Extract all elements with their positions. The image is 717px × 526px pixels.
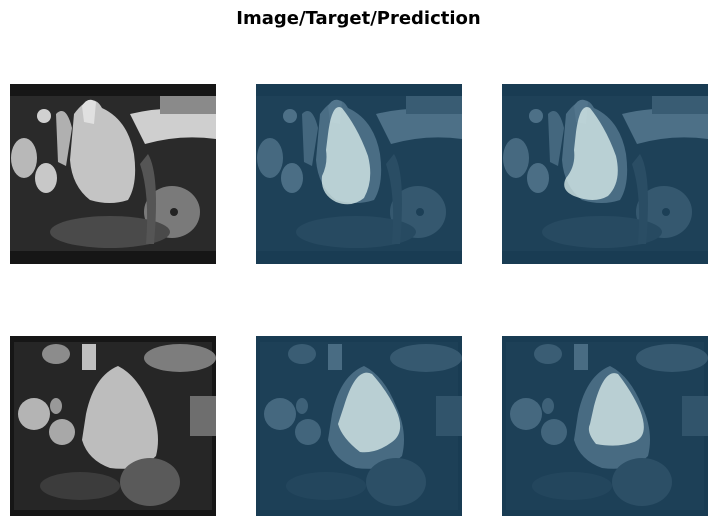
figure-title: Image/Target/Prediction <box>236 8 481 29</box>
target-mask <box>321 107 371 205</box>
prediction-mask <box>588 373 644 446</box>
target-scan <box>256 84 462 264</box>
panel-row1-target <box>256 84 462 264</box>
target-mask <box>338 372 401 453</box>
prediction-scan <box>502 336 708 516</box>
panel-row2-image <box>10 336 216 516</box>
panel-row2-target <box>256 336 462 516</box>
prediction-mask <box>564 107 618 200</box>
target-scan <box>256 336 462 516</box>
image-scan <box>10 84 216 264</box>
panel-row1-prediction <box>502 84 708 264</box>
prediction-scan <box>502 84 708 264</box>
image-scan <box>10 336 216 516</box>
panel-row1-image <box>10 84 216 264</box>
panel-row2-prediction <box>502 336 708 516</box>
